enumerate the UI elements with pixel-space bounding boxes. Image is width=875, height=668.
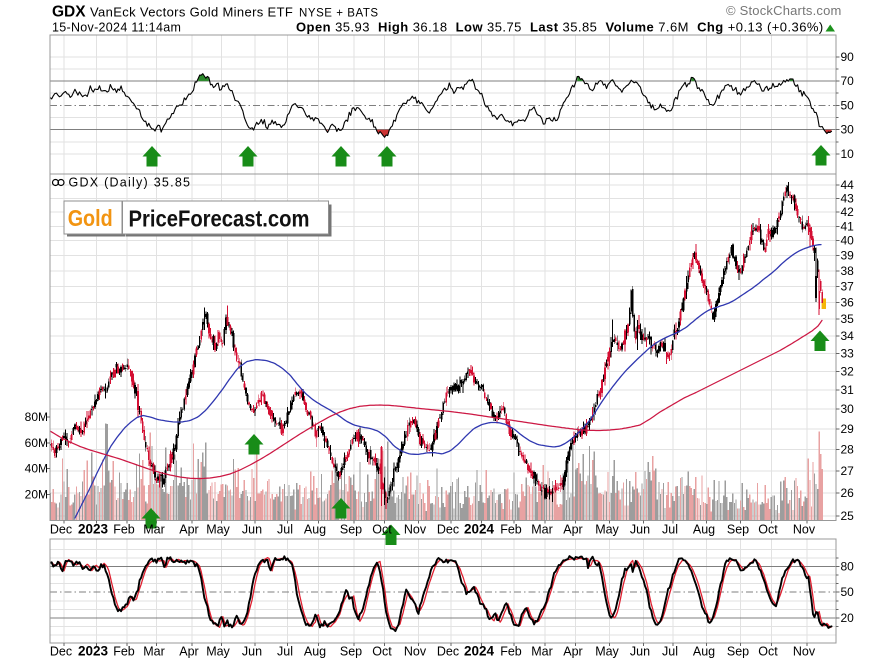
- svg-text:28: 28: [841, 443, 855, 457]
- svg-text:Sep: Sep: [340, 645, 362, 659]
- svg-text:NYSE + BATS: NYSE + BATS: [299, 8, 379, 20]
- svg-text:Jul: Jul: [662, 523, 678, 537]
- svg-text:36: 36: [841, 295, 855, 309]
- svg-text:Feb: Feb: [500, 523, 522, 537]
- svg-text:Oct: Oct: [372, 523, 392, 537]
- svg-text:Oct: Oct: [372, 645, 392, 659]
- svg-text:Mar: Mar: [531, 645, 553, 659]
- svg-text:80: 80: [841, 560, 855, 574]
- svg-text:Apr: Apr: [179, 645, 198, 659]
- svg-text:Nov: Nov: [404, 645, 427, 659]
- svg-text:39: 39: [841, 249, 855, 263]
- svg-text:Mar: Mar: [531, 523, 553, 537]
- svg-text:VanEck Vectors Gold Miners ETF: VanEck Vectors Gold Miners ETF: [90, 5, 293, 20]
- svg-text:29: 29: [841, 422, 855, 436]
- svg-text:44: 44: [841, 178, 855, 192]
- svg-text:Dec: Dec: [50, 523, 72, 537]
- svg-text:May: May: [206, 645, 230, 659]
- svg-text:Jun: Jun: [630, 645, 650, 659]
- svg-text:50: 50: [841, 98, 855, 112]
- svg-text:20: 20: [841, 611, 855, 625]
- svg-text:Nov: Nov: [404, 523, 427, 537]
- svg-text:90: 90: [841, 50, 855, 64]
- svg-text:Feb: Feb: [113, 645, 135, 659]
- svg-text:40M: 40M: [25, 462, 48, 476]
- svg-text:GDX (Daily) 35.85: GDX (Daily) 35.85: [69, 176, 191, 190]
- svg-text:60M: 60M: [25, 436, 48, 450]
- svg-text:Mar: Mar: [143, 645, 165, 659]
- svg-text:PriceForecast.com: PriceForecast.com: [129, 206, 310, 232]
- svg-text:Jun: Jun: [242, 523, 262, 537]
- svg-text:Nov: Nov: [793, 523, 816, 537]
- svg-text:Apr: Apr: [563, 645, 582, 659]
- svg-text:41: 41: [841, 219, 855, 233]
- svg-text:2023: 2023: [78, 522, 109, 537]
- svg-text:31: 31: [841, 383, 855, 397]
- svg-text:32: 32: [841, 364, 855, 378]
- svg-text:Apr: Apr: [179, 523, 198, 537]
- svg-text:34: 34: [841, 329, 855, 343]
- svg-text:Open 35.93 High 36.18 Low 35: Open 35.93 High 36.18 Low 35.75 Last 35.…: [296, 20, 824, 35]
- svg-text:Apr: Apr: [563, 523, 582, 537]
- svg-text:30: 30: [841, 402, 855, 416]
- svg-text:Aug: Aug: [693, 523, 715, 537]
- svg-text:2024: 2024: [464, 644, 495, 659]
- svg-text:Jun: Jun: [630, 523, 650, 537]
- svg-text:Jul: Jul: [277, 523, 293, 537]
- svg-text:© StockCharts.com: © StockCharts.com: [726, 3, 842, 18]
- svg-text:Jul: Jul: [277, 645, 293, 659]
- svg-text:70: 70: [841, 74, 855, 88]
- svg-text:May: May: [595, 523, 619, 537]
- svg-text:26: 26: [841, 486, 855, 500]
- svg-text:40: 40: [841, 234, 855, 248]
- svg-text:30: 30: [841, 123, 855, 137]
- svg-text:38: 38: [841, 264, 855, 278]
- svg-text:May: May: [206, 523, 230, 537]
- svg-text:Aug: Aug: [304, 523, 326, 537]
- svg-text:Gold: Gold: [68, 205, 113, 231]
- svg-text:42: 42: [841, 205, 855, 219]
- svg-text:10: 10: [841, 147, 855, 161]
- svg-text:GDX: GDX: [52, 4, 86, 21]
- svg-text:Dec: Dec: [437, 645, 459, 659]
- svg-text:Dec: Dec: [50, 645, 72, 659]
- svg-text:Aug: Aug: [693, 645, 715, 659]
- svg-text:Feb: Feb: [500, 645, 522, 659]
- svg-text:25: 25: [841, 509, 855, 523]
- svg-text:Dec: Dec: [437, 523, 459, 537]
- svg-text:Sep: Sep: [340, 523, 362, 537]
- svg-text:20M: 20M: [25, 487, 48, 501]
- svg-text:80M: 80M: [25, 410, 48, 424]
- svg-text:Jul: Jul: [662, 645, 678, 659]
- svg-text:37: 37: [841, 279, 855, 293]
- svg-text:15-Nov-2024 11:14am: 15-Nov-2024 11:14am: [52, 21, 181, 35]
- svg-text:Mar: Mar: [143, 523, 165, 537]
- svg-text:Jun: Jun: [242, 645, 262, 659]
- svg-text:Aug: Aug: [304, 645, 326, 659]
- svg-text:Sep: Sep: [727, 523, 749, 537]
- svg-text:Feb: Feb: [113, 523, 135, 537]
- svg-text:50: 50: [841, 585, 855, 599]
- svg-text:35: 35: [841, 312, 855, 326]
- svg-text:43: 43: [841, 191, 855, 205]
- svg-text:2024: 2024: [464, 522, 495, 537]
- svg-text:Oct: Oct: [758, 523, 778, 537]
- svg-text:27: 27: [841, 464, 855, 478]
- svg-text:2023: 2023: [78, 644, 109, 659]
- svg-text:Nov: Nov: [793, 645, 816, 659]
- svg-text:33: 33: [841, 346, 855, 360]
- svg-text:Oct: Oct: [758, 645, 778, 659]
- svg-text:Sep: Sep: [727, 645, 749, 659]
- svg-text:May: May: [595, 645, 619, 659]
